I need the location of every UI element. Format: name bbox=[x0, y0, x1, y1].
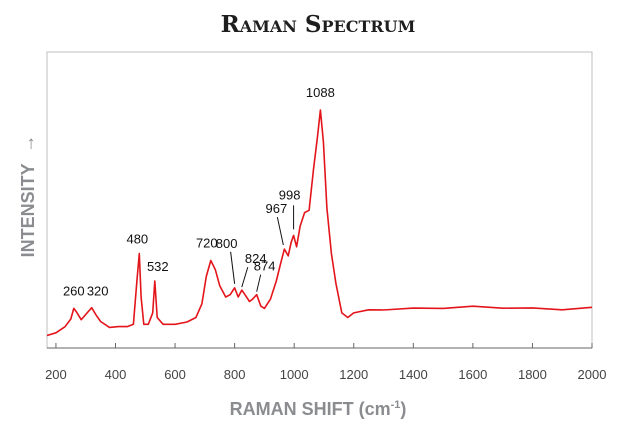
series-layer bbox=[46, 109, 593, 337]
peak-label: 967 bbox=[266, 201, 288, 216]
x-tick-label: 800 bbox=[224, 367, 246, 382]
x-axis-label-suffix: ) bbox=[400, 399, 406, 419]
peak-leader-line bbox=[230, 251, 236, 284]
peak-label: 480 bbox=[126, 232, 148, 247]
peak-label: 320 bbox=[87, 283, 109, 298]
spectrum-line bbox=[46, 109, 593, 337]
y-axis-arrow-icon: → bbox=[18, 135, 38, 153]
x-tick-label: 1400 bbox=[399, 367, 428, 382]
x-axis-label-text: RAMAN SHIFT (cm bbox=[230, 399, 391, 419]
peak-label: 1088 bbox=[306, 85, 335, 100]
y-axis-label-text: INTENSITY bbox=[18, 163, 38, 257]
peak-label: 720 bbox=[196, 235, 218, 250]
chart-title: Raman Spectrum bbox=[221, 11, 416, 38]
x-tick-label: 600 bbox=[164, 367, 186, 382]
peak-label: 824 bbox=[245, 251, 267, 266]
x-tick-label: 1800 bbox=[518, 367, 547, 382]
peak-label: 998 bbox=[279, 187, 301, 202]
x-axis-ticks: 200 400 600 800 1000 1200 1400 1600 1800 2000 bbox=[45, 343, 606, 382]
peak-label: 532 bbox=[147, 259, 169, 274]
peak-label: 874 bbox=[254, 259, 276, 274]
plot-frame bbox=[46, 51, 593, 349]
x-tick-label: 1000 bbox=[280, 367, 309, 382]
peak-label: 800 bbox=[216, 236, 238, 251]
x-tick-label: 200 bbox=[45, 367, 67, 382]
svg-text:INTENSITY →: INTENSITY → bbox=[18, 135, 38, 258]
x-tick-label: 2000 bbox=[578, 367, 607, 382]
peak-leader-line bbox=[256, 274, 262, 292]
peak-label: 260 bbox=[63, 283, 85, 298]
peak-leader-line bbox=[241, 266, 249, 288]
y-axis-label: INTENSITY → bbox=[18, 135, 38, 258]
x-axis-label: RAMAN SHIFT (cm-1) bbox=[230, 399, 407, 419]
x-axis-label-superscript: -1 bbox=[391, 399, 401, 411]
peak-leader-line bbox=[276, 216, 284, 246]
x-tick-label: 1600 bbox=[458, 367, 487, 382]
x-tick-label: 1200 bbox=[339, 367, 368, 382]
x-tick-label: 400 bbox=[105, 367, 127, 382]
